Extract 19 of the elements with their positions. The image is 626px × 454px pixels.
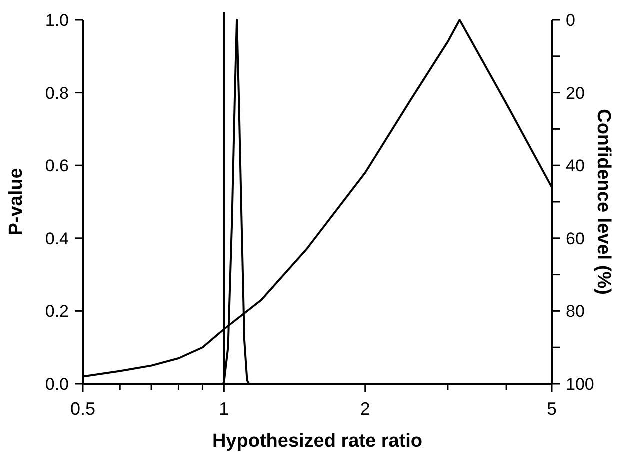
x-tick-label: 0.5: [70, 399, 96, 419]
y-tick-label: 0.0: [45, 375, 69, 394]
y2-tick-label: 80: [566, 302, 585, 322]
x-tick-label: 5: [546, 399, 558, 419]
x-tick-label: 2: [360, 399, 370, 419]
y2-tick-label: 40: [566, 156, 585, 176]
y-tick-label: 0.4: [45, 229, 69, 248]
y2-tick-label: 0: [566, 11, 576, 30]
y-tick-label: 0.6: [45, 156, 69, 176]
y-tick-label: 0.2: [45, 302, 69, 322]
y-tick-label: 0.8: [45, 84, 69, 103]
y-axis-title: P-value: [6, 168, 27, 236]
y2-tick-label: 20: [566, 84, 585, 103]
y2-tick-label: 60: [566, 229, 585, 248]
x-axis-title: Hypothesized rate ratio: [212, 431, 423, 452]
y2-axis-title: Confidence level (%): [593, 109, 614, 295]
y-tick-label: 1.0: [45, 11, 69, 30]
y2-tick-label: 100: [566, 375, 594, 394]
x-tick-label: 1: [219, 399, 230, 419]
